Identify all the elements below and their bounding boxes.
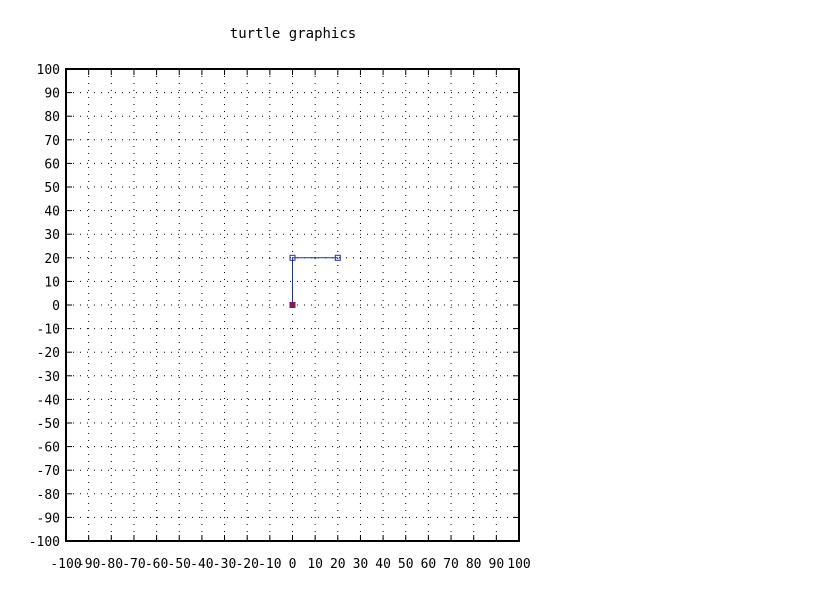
axes: -100-90 -80 -70 -60 -50 -40 -30 -20 -10 0 10 20 30 40… [29,63,531,572]
x-tick-label: -10 [258,557,281,572]
y-tick-label: 100 [37,63,60,78]
x-tick-label: -40 [190,557,213,572]
y-tick-label: 80 [44,110,60,125]
y-tick-label: 30 [44,228,60,243]
y-tick-label: 90 [44,87,60,102]
y-tick-label: 70 [44,134,60,149]
y-tick-label: 60 [44,157,60,172]
x-tick-label: -20 [235,557,258,572]
y-tick-label: -50 [37,417,60,432]
x-tick-label: 80 [466,557,482,572]
y-tick-label: -30 [37,370,60,385]
y-tick-label: -10 [37,323,60,338]
y-tick-label: -40 [37,393,60,408]
x-tick-label: -30 [213,557,236,572]
y-tick-label: -100 [29,535,60,550]
x-tick-label: 100 [507,557,530,572]
x-tick-label: 10 [307,557,323,572]
x-tick-label: 60 [421,557,437,572]
y-tick-label: 40 [44,205,60,220]
y-tick-label: -20 [37,346,60,361]
x-tick-label: -70 [122,557,145,572]
y-tick-label: -90 [37,511,60,526]
x-tick-label: 50 [398,557,414,572]
x-tick-label: 30 [353,557,369,572]
series-line [292,257,338,305]
series-point [334,254,341,261]
x-tick-label: -50 [168,557,191,572]
series-point [289,254,296,261]
x-tick-label: 20 [330,557,346,572]
start-marker [289,302,296,308]
y-tick-label: 10 [44,275,60,290]
x-tick-label: 0 [289,557,297,572]
y-tick-label: 0 [52,299,60,314]
y-tick-label: -80 [37,488,60,503]
direction-dot [314,256,317,259]
y-tick-label: -60 [37,441,60,456]
x-tick-label: -90 [77,557,100,572]
chart-title: turtle graphics [230,26,356,42]
y-tick-label: -70 [37,464,60,479]
markers [289,302,296,308]
x-tick-label: -100 [50,557,81,572]
x-tick-label: 40 [375,557,391,572]
y-tick-label: 20 [44,252,60,267]
x-tick-label: 70 [443,557,459,572]
x-tick-label: -60 [145,557,168,572]
y-tick-label: 50 [44,181,60,196]
x-tick-label: 90 [489,557,505,572]
x-tick-label: -80 [100,557,123,572]
